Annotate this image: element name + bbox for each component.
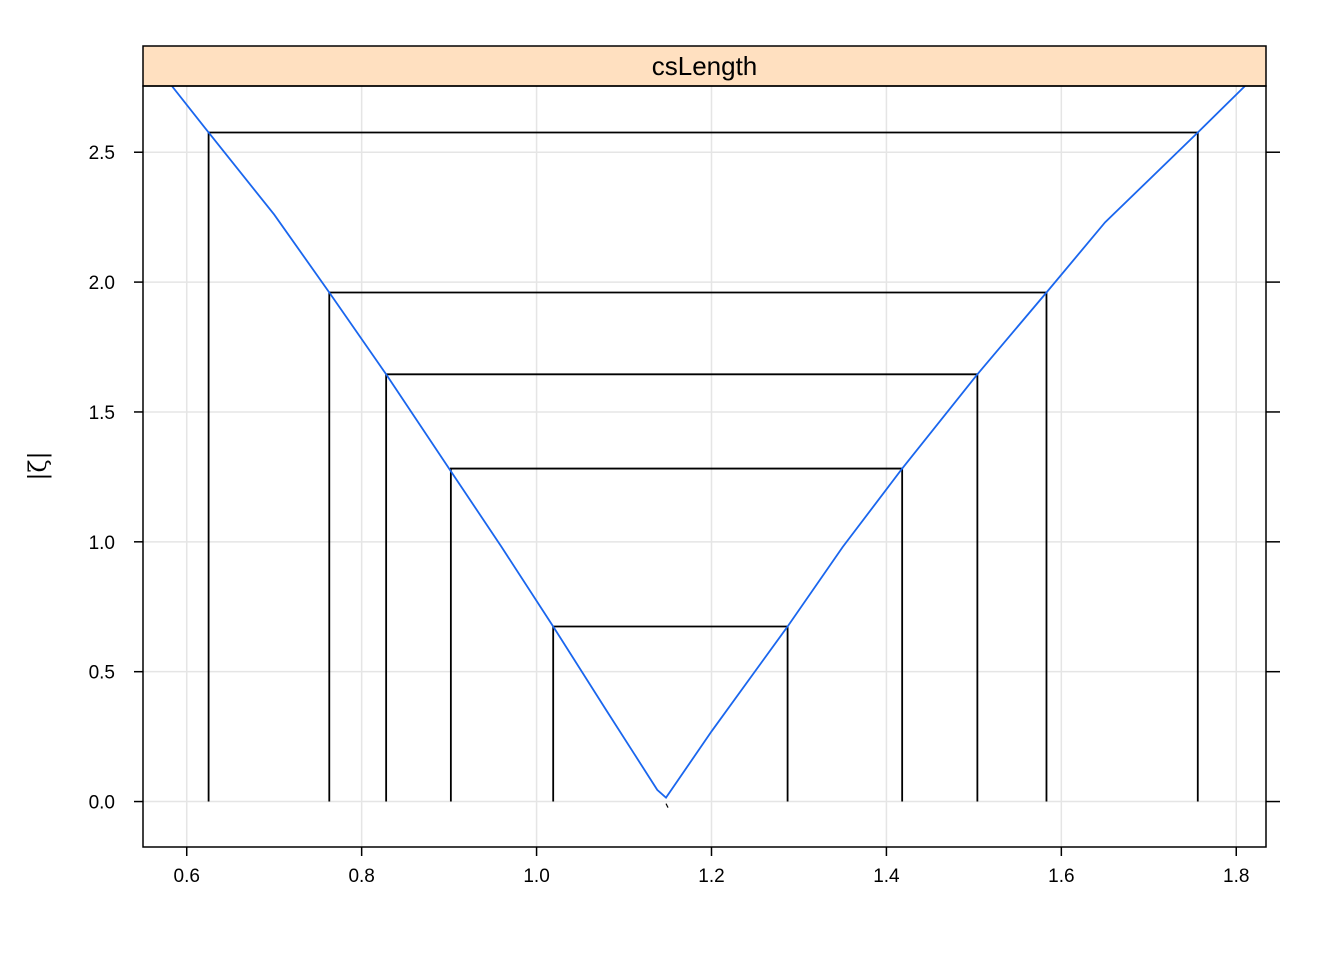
x-tick-label: 0.8 xyxy=(348,866,374,887)
x-tick-label: 0.6 xyxy=(174,866,200,887)
y-tick-label: 0.5 xyxy=(89,663,115,684)
y-tick-label: 1.0 xyxy=(89,533,115,554)
axes: 0.6 0.8 1.0 1.2 1.4 1.6 1.8 0.0 0.5 1.0 1.5 2.0 2.5 xyxy=(89,143,1280,887)
interval-bracket xyxy=(385,373,979,802)
y-tick-label: 0.0 xyxy=(89,793,115,814)
x-tick-label: 1.4 xyxy=(873,866,900,887)
x-tick-label: 1.8 xyxy=(1223,866,1249,887)
strip-background xyxy=(142,45,1267,87)
interval-bracket xyxy=(449,467,904,802)
y-tick-label: 1.5 xyxy=(89,403,115,424)
minimum-marker xyxy=(665,803,669,808)
interval-brackets xyxy=(207,131,1199,802)
strip-label: csLength xyxy=(652,51,758,81)
profile-line xyxy=(171,86,1246,808)
x-tick-label: 1.6 xyxy=(1048,866,1074,887)
y-tick-label: 2.5 xyxy=(89,143,115,164)
interval-bracket xyxy=(207,131,1199,802)
y-axis-title: |ζ| xyxy=(24,451,53,480)
plot-panel-border xyxy=(142,85,1267,848)
x-tick-label: 1.2 xyxy=(698,866,724,887)
x-tick-label: 1.0 xyxy=(523,866,549,887)
profile-series-line xyxy=(171,86,1246,800)
y-tick-label: 2.0 xyxy=(89,273,115,294)
interval-bracket xyxy=(552,625,789,802)
interval-bracket xyxy=(328,291,1048,802)
